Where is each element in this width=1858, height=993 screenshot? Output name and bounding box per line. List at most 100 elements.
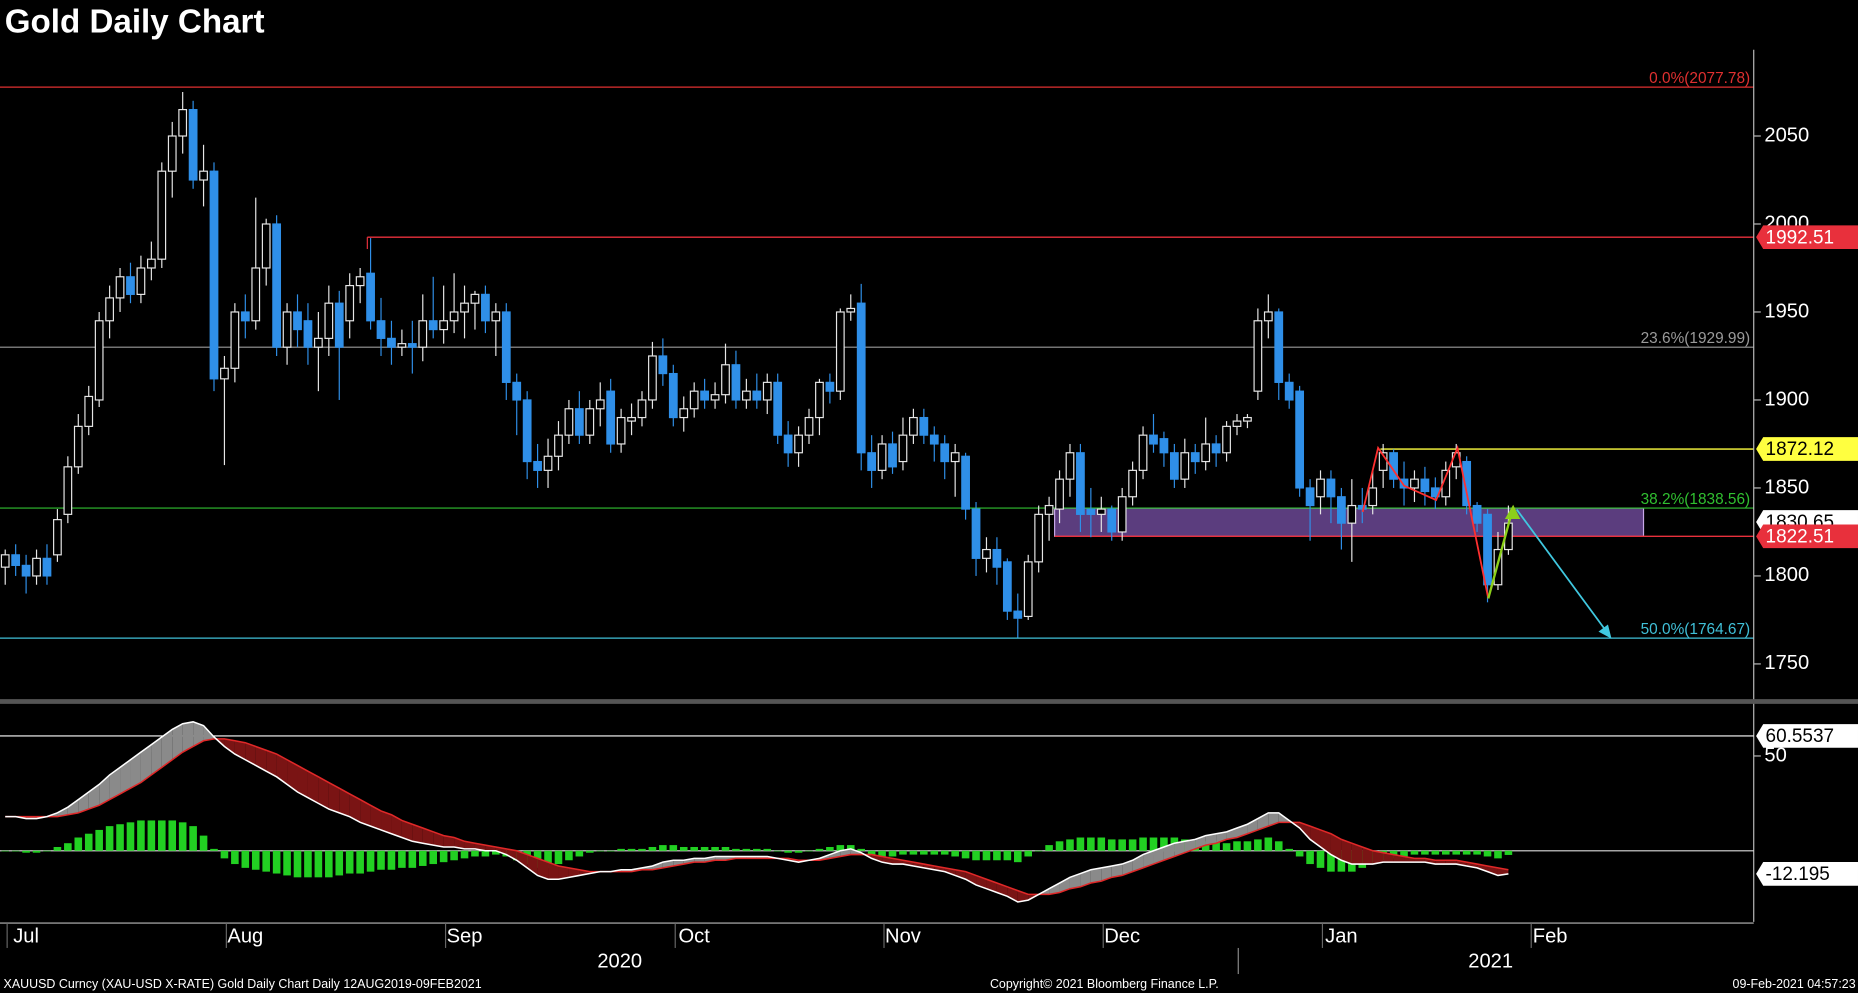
histogram-bar: [1160, 837, 1168, 851]
spread-fill: [109, 767, 121, 800]
histogram-bar: [700, 846, 709, 851]
histogram-bar: [481, 850, 490, 857]
histogram-bar: [982, 850, 991, 861]
candle-body: [115, 276, 125, 299]
histogram-bar: [972, 850, 980, 861]
histogram-bar: [293, 850, 302, 878]
histogram-bar: [408, 850, 417, 868]
x-tick-label: Jul: [13, 926, 39, 948]
spread-fill: [1059, 877, 1070, 893]
candle-body: [1357, 504, 1367, 510]
candle-body: [522, 399, 532, 463]
spread-fill: [1122, 860, 1133, 876]
histogram-bar: [940, 850, 949, 855]
histogram-bar: [930, 850, 939, 855]
histogram-bar: [429, 850, 438, 865]
spread-fill: [193, 721, 204, 747]
x-tick-label: Aug: [227, 926, 263, 948]
histogram-bar: [1055, 841, 1064, 851]
candle-body: [1462, 460, 1472, 507]
histogram-bar: [1222, 843, 1231, 851]
value-tag-label: -12.195: [1766, 864, 1830, 885]
price-tag: [1756, 437, 1858, 461]
candle-body: [1420, 478, 1430, 493]
pattern-line: [1361, 444, 1490, 599]
candle-body: [282, 311, 292, 348]
candle-body: [689, 390, 699, 410]
candle-body: [1023, 561, 1033, 618]
spread-fill: [548, 862, 559, 880]
histogram-bar: [1441, 850, 1450, 855]
histogram-bar: [961, 850, 970, 859]
histogram-bar: [1045, 845, 1053, 851]
histogram-bar: [1097, 837, 1106, 851]
value-tag-label: 60.5537: [1766, 726, 1834, 747]
candle-body: [63, 466, 73, 515]
histogram-bar: [690, 846, 698, 851]
histogram-bar: [272, 850, 281, 874]
histogram-bar: [210, 848, 218, 851]
histogram-bar: [1285, 848, 1293, 851]
level-label: 23.6%(1929.99): [1641, 330, 1751, 347]
candle-body: [167, 135, 177, 172]
candle-body: [1368, 487, 1378, 507]
candle-body: [856, 302, 866, 454]
histogram-bar: [846, 845, 855, 851]
candle-body: [835, 311, 845, 392]
histogram-bar: [627, 848, 636, 851]
candle-body: [898, 434, 908, 463]
spread-fill: [276, 754, 288, 785]
histogram-bar: [231, 850, 239, 865]
candle-body: [1169, 452, 1179, 480]
candle-body: [407, 343, 417, 348]
histogram-bar: [1013, 850, 1022, 863]
histogram-bar: [105, 826, 114, 851]
year-label: 2020: [597, 950, 642, 972]
candle-body: [251, 267, 261, 322]
histogram-bar: [387, 850, 396, 870]
histogram-bar: [1504, 850, 1513, 855]
candle-body: [1295, 390, 1305, 489]
candle-body: [376, 320, 386, 339]
candle-body: [554, 434, 563, 457]
spread-fill: [391, 814, 402, 838]
candle-body: [971, 508, 981, 559]
histogram-bar: [356, 850, 364, 874]
spread-fill: [1310, 826, 1321, 847]
candle-body: [533, 460, 542, 471]
spread-fill: [245, 742, 256, 766]
candle-body: [825, 381, 835, 392]
spread-fill: [1101, 865, 1112, 882]
histogram-bar: [1400, 850, 1408, 857]
spread-fill: [67, 799, 79, 815]
candle-body: [84, 395, 94, 427]
candle-body: [501, 311, 511, 383]
histogram-bar: [993, 850, 1001, 861]
candle-body: [1055, 478, 1064, 510]
histogram-bar: [126, 822, 135, 851]
candle-body: [668, 372, 678, 419]
spread-fill: [1007, 886, 1018, 902]
histogram-bar: [43, 850, 51, 852]
spread-fill: [151, 737, 162, 775]
candle-body: [324, 302, 334, 339]
price-tag-label: 1872.12: [1766, 439, 1834, 460]
histogram-bar: [95, 829, 103, 851]
spread-fill: [161, 729, 173, 768]
histogram-bar: [137, 820, 145, 851]
rebound-arrow: [1504, 504, 1521, 520]
spread-fill: [955, 869, 966, 880]
histogram-bar: [899, 850, 907, 855]
candle-body: [209, 170, 219, 380]
candle-body: [470, 293, 480, 304]
histogram-bar: [1233, 841, 1241, 851]
price-tag-label: 1822.51: [1766, 527, 1834, 548]
histogram-bar: [262, 850, 270, 872]
y-tick-label: 1750: [1764, 652, 1809, 674]
x-tick-label: Nov: [885, 926, 921, 948]
candle-body: [1180, 452, 1190, 480]
spread-fill: [266, 750, 277, 777]
candle-layer: [0, 92, 1513, 638]
candle-body: [355, 276, 365, 287]
candle-body: [1211, 443, 1221, 454]
